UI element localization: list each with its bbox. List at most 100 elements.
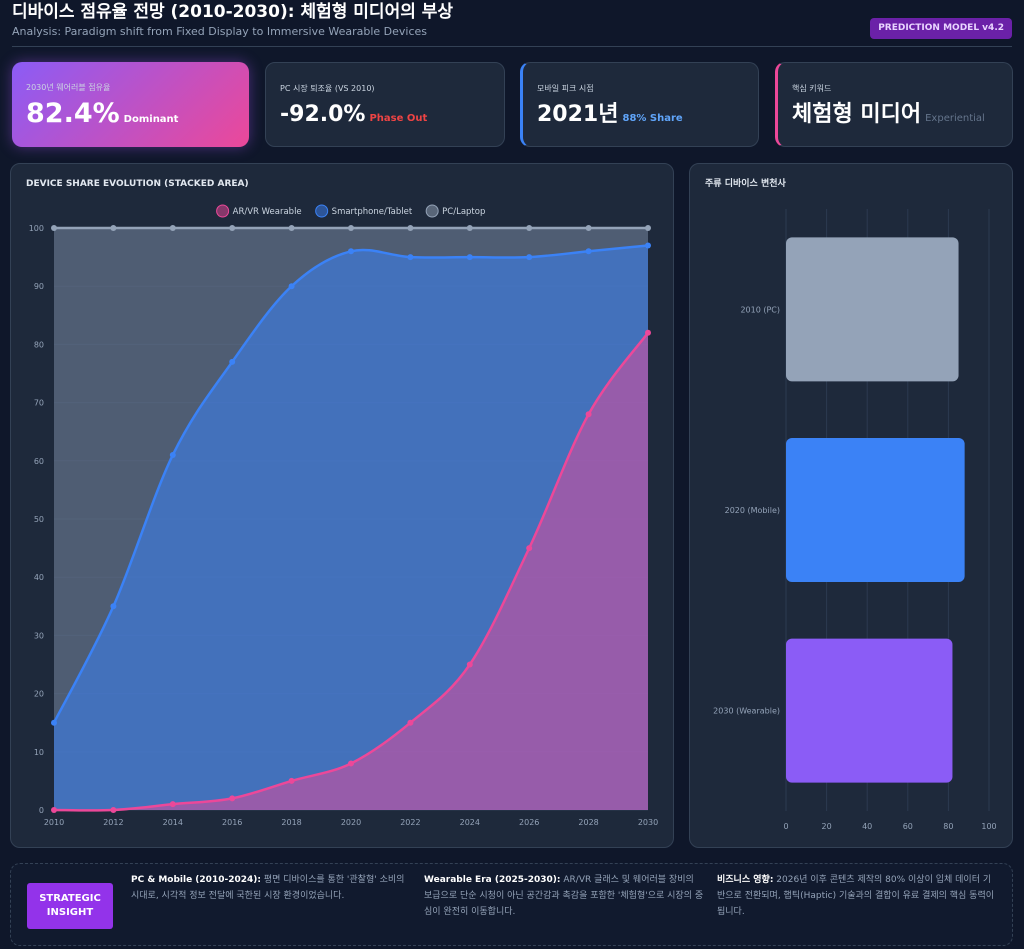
kpi-sub: 88% Share [622,113,683,124]
kpi-value: 체험형 미디어 [792,102,922,127]
data-point [348,248,354,255]
data-point [229,358,236,365]
kpi-label: 모바일 피크 시점 [537,84,594,93]
kpi-value: -92.0% [280,102,366,127]
bar-chart-title: 주류 디바이스 변천사 [705,179,786,189]
data-point [348,760,354,767]
data-point [466,661,473,668]
y-tick-label: 50 [34,515,44,524]
legend-swatch [425,204,439,218]
data-point [288,283,295,290]
y-tick-label: 90 [34,282,44,291]
data-point [645,329,651,336]
y-tick-label: 100 [29,224,44,233]
insight-col-pc-mobile: PC & Mobile (2010-2024): 평면 디바이스를 통한 '관찰… [131,875,405,901]
kpi-card-pc: PC 시장 퇴조율 (VS 2010) -92.0% Phase Out [265,62,505,147]
data-point [645,242,651,249]
data-point [526,545,533,552]
x-tick-label: 2018 [281,818,301,827]
x-tick-label: 2010 [44,818,64,827]
kpi-value: 82.4% [26,98,120,129]
data-point [407,719,414,726]
data-point [288,777,295,784]
data-point [407,254,414,261]
data-point [526,225,533,231]
y-tick-label: 60 [34,457,44,466]
header-divider [12,46,1012,47]
x-tick-label: 2020 [341,818,361,827]
data-point [51,807,57,813]
kpi-label: 2030년 웨어러블 점유율 [26,83,111,92]
x-tick-label: 20 [822,822,832,831]
area-chart-title: DEVICE SHARE EVOLUTION (STACKED AREA) [26,179,249,189]
category-label: 2010 (PC) [740,305,780,314]
category-label: 2020 (Mobile) [725,506,780,515]
data-point [169,225,176,231]
data-point [288,225,295,231]
legend-label: AR/VR Wearable [233,207,302,217]
x-tick-label: 0 [783,822,788,831]
bar [786,438,965,582]
bar [786,237,959,382]
x-tick-label: 2030 [638,818,658,827]
x-tick-label: 40 [862,822,872,831]
bar-chart: 0 20 40 60 80 100 2010 (PC) 2020 (Mobile) 2030 (… [713,209,997,831]
x-tick-label: 80 [943,822,953,831]
kpi-value: 2021년 [537,102,619,127]
data-point [407,225,414,231]
y-tick-label: 20 [34,690,44,699]
data-point [466,254,473,261]
data-point [229,795,236,802]
x-tick-label: 2024 [460,818,480,827]
x-tick-label: 2016 [222,818,242,827]
kpi-label: 핵심 키워드 [792,84,832,93]
x-tick-label: 60 [903,822,913,831]
y-tick-label: 40 [34,573,44,582]
data-point [348,225,354,231]
y-tick-label: 30 [34,631,44,640]
kpi-sub: Experiential [925,113,985,124]
insight-col-business: 비즈니스 영향: 2026년 이후 콘텐츠 제작의 80% 이상이 입체 데이터… [717,875,995,917]
data-point [51,225,57,231]
kpi-card-mobile: 모바일 피크 시점 2021년 88% Share [520,62,759,147]
y-tick-label: 0 [39,806,44,815]
y-tick-label: 10 [34,748,44,757]
insight-badge: STRATEGIC INSIGHT [27,883,113,929]
x-tick-label: 2028 [578,818,598,827]
model-badge: PREDICTION MODEL v4.2 [870,18,1012,39]
legend-swatch [315,204,329,218]
data-point [466,225,473,231]
data-point [110,603,117,610]
kpi-sub: Dominant [123,114,179,125]
data-point [229,225,236,231]
data-point [585,225,592,231]
data-point [526,254,533,261]
category-label: 2030 (Wearable) [713,707,780,716]
x-tick-label: 2022 [400,818,420,827]
page-subtitle: Analysis: Paradigm shift from Fixed Disp… [12,25,428,38]
area-chart-panel: DEVICE SHARE EVOLUTION (STACKED AREA) 0 1… [10,163,674,848]
data-point [585,248,592,255]
data-point [585,411,592,418]
kpi-label: PC 시장 퇴조율 (VS 2010) [280,84,375,93]
data-point [110,807,117,813]
area-ar-vr-wearable [54,332,648,811]
insight-col-wearable: Wearable Era (2025-2030): AR/VR 글래스 및 웨어… [424,875,704,917]
x-tick-label: 100 [981,822,996,831]
legend-swatch [216,204,230,218]
data-point [169,801,176,808]
y-tick-label: 70 [34,399,44,408]
strategic-insight-panel: STRATEGIC INSIGHT PC & Mobile (2010-2024)… [10,863,1013,946]
bar [786,638,953,783]
legend-label: PC/Laptop [442,207,485,217]
x-tick-label: 2026 [519,818,539,827]
kpi-card-wearable: 2030년 웨어러블 점유율 82.4% Dominant [12,62,249,147]
data-point [645,225,651,231]
legend-label: Smartphone/Tablet [332,207,413,217]
data-point [169,451,176,458]
bar-chart-panel: 주류 디바이스 변천사 0 20 40 60 80 100 2010 (PC) 2020 (M… [689,163,1013,848]
data-point [110,225,117,231]
x-tick-label: 2014 [163,818,183,827]
